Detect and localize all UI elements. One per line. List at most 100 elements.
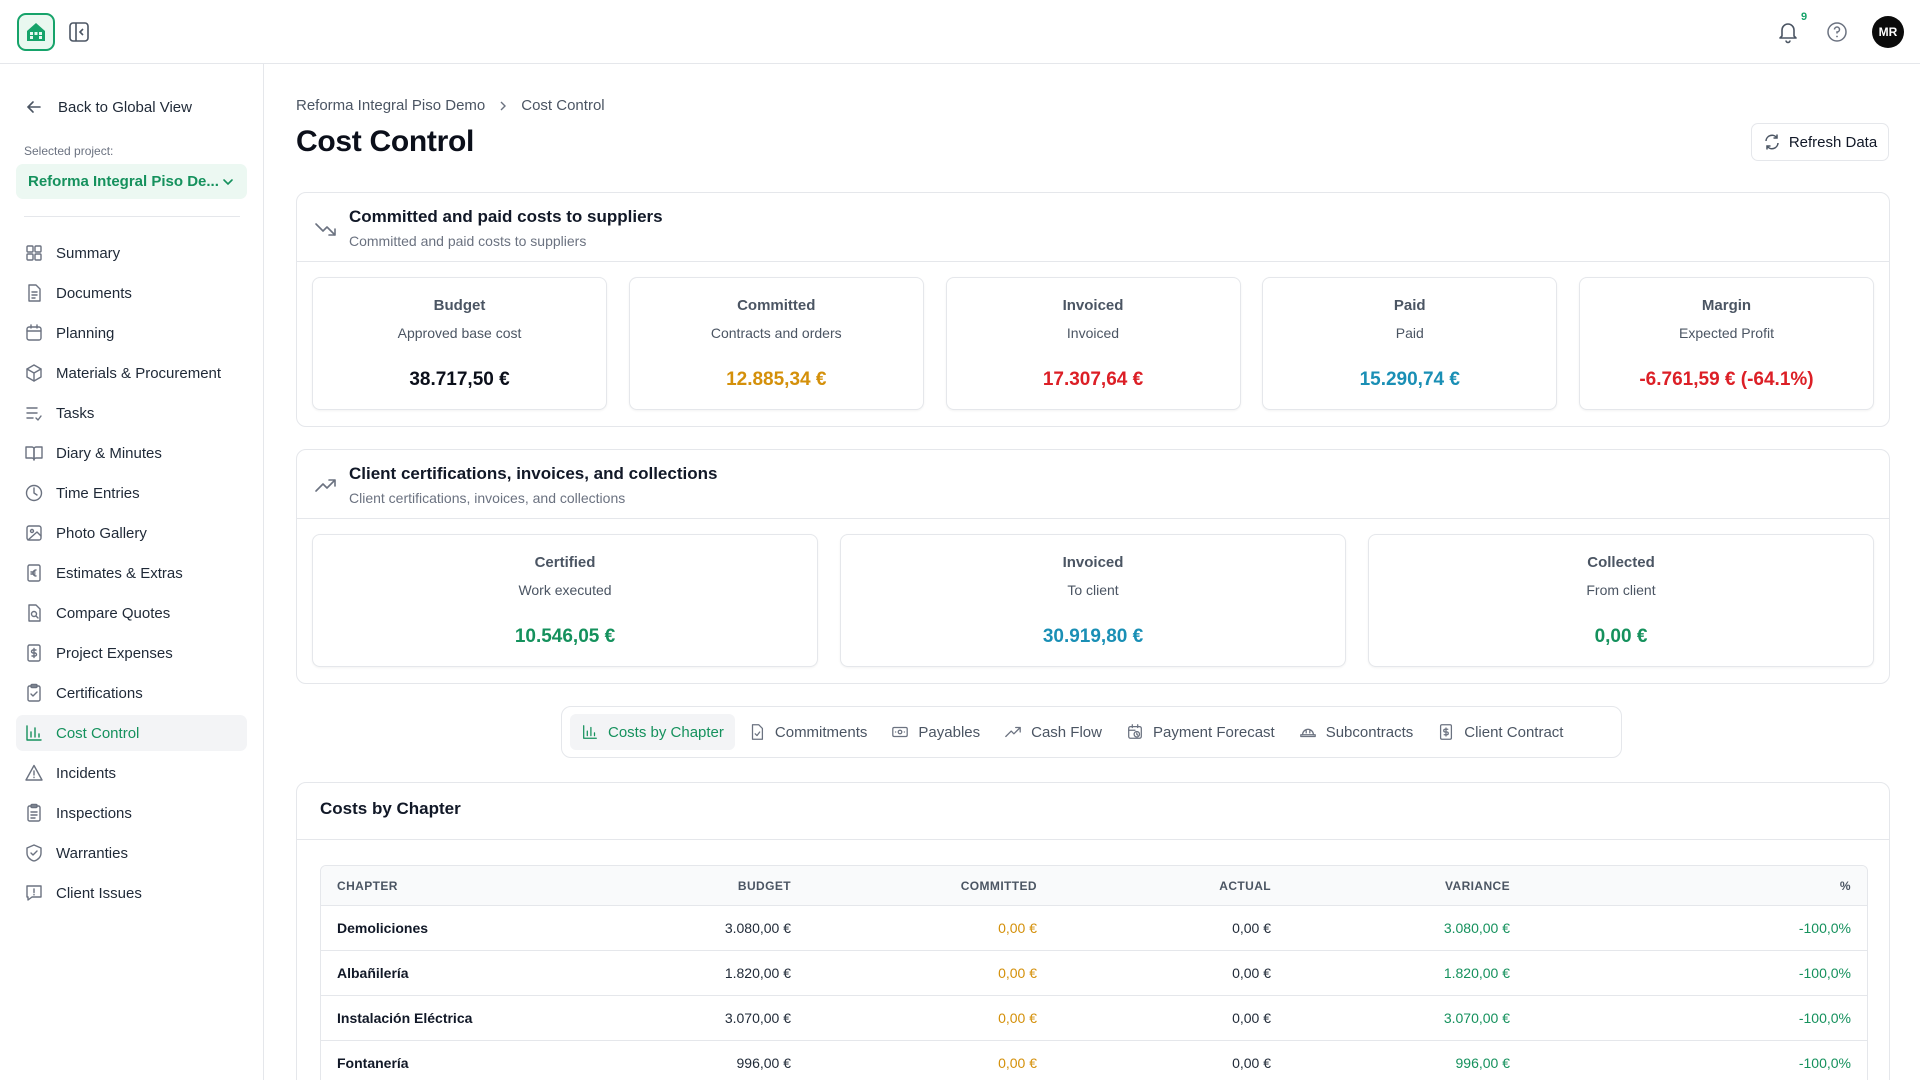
sidebar-item-incidents[interactable]: Incidents [16, 755, 247, 791]
back-to-global-view-link[interactable]: Back to Global View [24, 97, 192, 117]
column-header-pct[interactable]: % [1839, 878, 1851, 893]
sidebar-item-materials-and-procurement[interactable]: Materials & Procurement [16, 355, 247, 391]
house-icon [27, 23, 45, 41]
column-header-budget[interactable]: BUDGET [737, 878, 791, 893]
main-content: Reforma Integral Piso Demo Cost Control … [265, 64, 1920, 1080]
cell-committed: 0,00 € [998, 920, 1037, 936]
chevron-down-icon [223, 178, 233, 185]
client-costs-subtitle: Client certifications, invoices, and col… [349, 490, 626, 506]
document-icon [28, 284, 41, 302]
app-logo[interactable] [17, 13, 55, 51]
table-row[interactable]: Demoliciones 3.080,00 € 0,00 € 0,00 € 3.080,… [321, 906, 1867, 951]
suppliers-stat-paid: Paid Paid 15.290,74 € [1262, 277, 1558, 410]
cell-actual: 0,00 € [1232, 920, 1271, 936]
warning-icon [25, 764, 43, 781]
stat-title: Invoiced [1062, 297, 1124, 314]
sidebar-item-diary-and-minutes[interactable]: Diary & Minutes [16, 435, 247, 471]
sidebar-item-compare-quotes[interactable]: Compare Quotes [16, 595, 247, 631]
sidebar-item-label: Documents [56, 284, 132, 302]
supplier-costs-header: Committed and paid costs to suppliers Co… [297, 193, 1889, 262]
cell-budget: 1.820,00 € [724, 965, 791, 981]
help-icon[interactable] [1825, 20, 1849, 44]
tab-label: Payment Forecast [1152, 723, 1275, 741]
tab-cash-flow[interactable]: Cash Flow [993, 714, 1113, 750]
arrow-left-icon [26, 101, 41, 113]
stat-subtitle: Invoiced [1066, 325, 1120, 341]
column-header-committed[interactable]: COMMITTED [960, 878, 1037, 893]
trending-up-icon [1005, 726, 1021, 738]
stat-value: 17.307,64 € [1042, 369, 1144, 390]
sidebar-item-summary[interactable]: Summary [16, 235, 247, 271]
sidebar-item-planning[interactable]: Planning [16, 315, 247, 351]
refresh-data-button[interactable]: Refresh Data [1751, 123, 1889, 161]
selected-project-label: Selected project: [24, 144, 114, 158]
stat-subtitle: Work executed [518, 582, 612, 598]
table-header-row: CHAPTER BUDGET COMMITTED ACTUAL VARIANCE% [321, 866, 1867, 906]
sidebar-item-label: Certifications [56, 684, 143, 702]
stat-value: 15.290,74 € [1359, 369, 1460, 390]
sidebar-item-tasks[interactable]: Tasks [16, 395, 247, 431]
breadcrumb-project-link[interactable]: Reforma Integral Piso Demo [296, 97, 486, 114]
notification-count-badge: 9 [1801, 11, 1808, 23]
tab-subcontracts[interactable]: Subcontracts [1288, 714, 1425, 750]
tab-commitments[interactable]: Commitments [737, 714, 879, 750]
tab-label: Client Contract [1464, 723, 1564, 741]
sidebar-item-client-issues[interactable]: Client Issues [16, 875, 247, 911]
cell-pct: -100,0% [1798, 1055, 1851, 1071]
grid-icon [26, 245, 42, 261]
client-stat-certified: Certified Work executed 10.546,05 € [312, 534, 818, 667]
tab-client-contract[interactable]: Client Contract [1426, 714, 1574, 750]
sidebar-item-label: Summary [56, 244, 121, 262]
stat-title: Committed [737, 297, 816, 314]
sidebar-item-label: Client Issues [56, 884, 142, 902]
cell-variance: 3.080,00 € [1443, 920, 1510, 936]
stat-title: Paid [1393, 297, 1426, 314]
avatar[interactable]: MR [1872, 16, 1904, 48]
tab-label: Subcontracts [1325, 723, 1414, 741]
column-header-variance[interactable]: VARIANCE [1445, 878, 1510, 893]
cell-budget: 3.080,00 € [724, 920, 791, 936]
sidebar-item-project-expenses[interactable]: Project Expenses [16, 635, 247, 671]
package-icon [26, 364, 42, 382]
sidebar-toggle-icon[interactable] [68, 21, 90, 43]
trending-up-icon [315, 479, 336, 492]
sidebar-item-inspections[interactable]: Inspections [16, 795, 247, 831]
tab-costs-by-chapter[interactable]: Costs by Chapter [570, 714, 735, 750]
project-selector[interactable]: Reforma Integral Piso De... [16, 164, 247, 199]
chevron-right-icon [500, 101, 507, 110]
sidebar-item-documents[interactable]: Documents [16, 275, 247, 311]
table-row[interactable]: Instalación Eléctrica 3.070,00 € 0,00 € 0,0… [321, 996, 1867, 1041]
tab-payment-forecast[interactable]: Payment Forecast [1115, 714, 1286, 750]
sidebar-item-label: Estimates & Extras [56, 564, 183, 582]
project-selector-value: Reforma Integral Piso De... [28, 173, 219, 190]
cell-actual: 0,00 € [1232, 1055, 1271, 1071]
sidebar-item-label: Planning [56, 324, 115, 342]
costs-by-chapter-title: Costs by Chapter [320, 799, 461, 818]
message-alert-icon [26, 885, 42, 901]
sidebar-item-estimates-and-extras[interactable]: Estimates & Extras [16, 555, 247, 591]
sidebar-item-warranties[interactable]: Warranties [16, 835, 247, 871]
supplier-costs-subtitle: Committed and paid costs to suppliers [349, 233, 587, 249]
sidebar-item-label: Compare Quotes [56, 604, 171, 622]
sidebar-item-cost-control[interactable]: Cost Control [16, 715, 247, 751]
table-row[interactable]: Albañilería 1.820,00 € 0,00 € 0,00 € 1.820,0… [321, 951, 1867, 996]
sidebar: Back to Global View Selected project: Re… [0, 64, 264, 1080]
table-row[interactable]: Fontanería 996,00 € 0,00 € 0,00 € 996,00 € -1… [321, 1041, 1867, 1080]
bell-icon[interactable] [1776, 20, 1800, 44]
card-divider [297, 839, 1889, 840]
page-title: Cost Control [296, 125, 475, 158]
column-header-chapter[interactable]: CHAPTER [337, 878, 398, 893]
cell-committed: 0,00 € [998, 1010, 1037, 1026]
stat-subtitle: Expected Profit [1679, 325, 1774, 341]
sidebar-item-certifications[interactable]: Certifications [16, 675, 247, 711]
stat-value: 10.546,05 € [514, 626, 616, 647]
stat-title: Collected [1587, 554, 1655, 571]
sidebar-item-time-entries[interactable]: Time Entries [16, 475, 247, 511]
tab-label: Commitments [774, 723, 868, 741]
cell-budget: 3.070,00 € [724, 1010, 791, 1026]
sidebar-item-label: Incidents [56, 764, 117, 782]
sidebar-item-photo-gallery[interactable]: Photo Gallery [16, 515, 247, 551]
stat-title: Margin [1701, 297, 1752, 314]
column-header-actual[interactable]: ACTUAL [1219, 878, 1271, 893]
tab-payables[interactable]: Payables [880, 714, 991, 750]
